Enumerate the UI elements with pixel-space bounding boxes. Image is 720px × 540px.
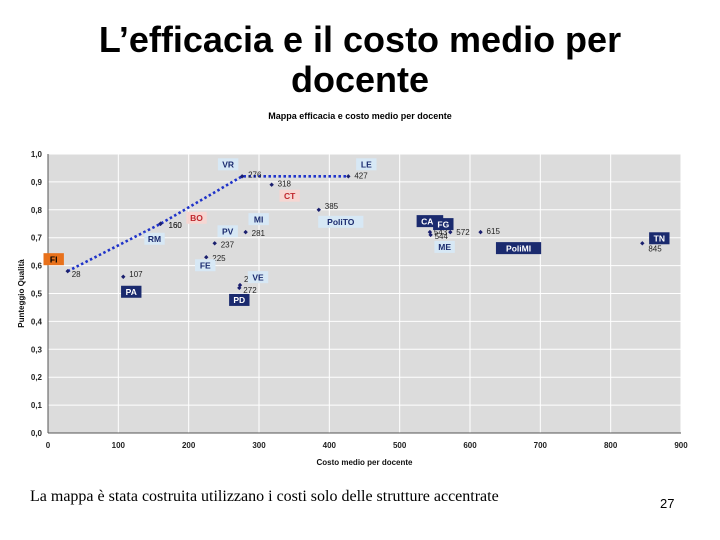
badge-bg-vr (217, 158, 239, 171)
data-point-pv (212, 241, 217, 246)
page-number: 27 (660, 496, 675, 511)
badge-ct: CT (284, 191, 296, 201)
badge-bg-rm (144, 232, 165, 245)
y-tick-label: 0,5 (31, 290, 43, 299)
data-point-fi (65, 268, 70, 274)
y-tick-label: 0,2 (31, 373, 43, 382)
y-tick-label: 0,8 (31, 206, 43, 215)
value-label-cal: 543 (434, 228, 448, 237)
y-tick-label: 0,3 (31, 345, 43, 354)
data-point-vr (239, 174, 245, 179)
badge-cal: CAL (421, 216, 438, 226)
badge-fi: FI (50, 254, 58, 264)
badge-bg-fg (433, 218, 454, 231)
badge-bg-pv (217, 225, 238, 238)
value-label-bo: 160 (169, 221, 183, 230)
value-label-fg: 572 (456, 228, 470, 237)
badge-bg-bo (186, 211, 207, 224)
x-axis-title: Costo medio per docente (316, 458, 413, 467)
value-label-rm: 160 (169, 221, 183, 230)
value-label-mi: 281 (252, 229, 266, 238)
x-tick-label: 500 (393, 441, 407, 450)
value-label-tn: 845 (648, 244, 662, 253)
data-point-polimi (478, 229, 483, 235)
value-label-le: 427 (354, 171, 368, 180)
x-tick-label: 700 (534, 441, 548, 450)
trend-line (67, 175, 349, 273)
value-label-pv: 237 (221, 240, 235, 249)
data-point-fg (448, 229, 453, 235)
data-point-fe (204, 255, 209, 260)
value-label-me: 544 (435, 232, 449, 241)
badge-pa: PA (126, 287, 137, 297)
badge-bg-polito (318, 215, 364, 228)
badge-rm: RM (148, 234, 161, 244)
badge-vr: VR (222, 160, 234, 170)
badge-polito: PoliTO (327, 217, 355, 227)
badge-polimi: PoliMI (506, 243, 531, 253)
value-label-ct: 318 (278, 180, 292, 189)
footer-note: La mappa è stata costruita utilizzano i … (30, 488, 499, 505)
badge-mi: MI (254, 214, 263, 224)
x-tick-label: 900 (674, 441, 688, 450)
y-tick-label: 1,0 (31, 150, 43, 159)
value-label-fe: 225 (212, 254, 226, 263)
badge-me: ME (438, 242, 451, 252)
value-label-pa: 107 (129, 270, 143, 279)
y-tick-label: 0,1 (31, 401, 43, 410)
chart-title: Mappa efficacia e costo medio per docent… (268, 111, 452, 121)
badge-bo: BO (190, 213, 203, 223)
badge-fg: FG (437, 219, 449, 229)
badge-bg-ct (279, 189, 300, 202)
badge-pd: PD (233, 295, 245, 305)
badge-bg-mi (248, 213, 269, 226)
data-point-mi (243, 229, 248, 235)
data-point-le (346, 174, 351, 179)
y-tick-label: 0,7 (31, 234, 43, 243)
badge-tn: TN (654, 233, 665, 243)
x-tick-label: 0 (46, 441, 51, 450)
y-tick-label: 0,9 (31, 178, 43, 187)
x-tick-label: 400 (323, 441, 337, 450)
x-tick-label: 300 (252, 441, 266, 450)
badge-bg-ve (247, 271, 269, 284)
badge-bg-me (434, 240, 455, 253)
value-label-polito: 385 (325, 202, 339, 211)
x-tick-label: 600 (463, 441, 477, 450)
y-axis-title: Punteggio Qualità (17, 259, 26, 328)
data-point-bo (158, 221, 163, 226)
data-point-tn (640, 241, 645, 246)
x-tick-label: 800 (604, 441, 618, 450)
badge-bg-pd (229, 293, 250, 306)
x-tick-label: 100 (112, 441, 126, 450)
y-tick-label: 0,0 (31, 429, 43, 438)
value-label-pd: 272 (243, 286, 257, 295)
data-point-polito (316, 207, 321, 212)
value-label-vr: 276 (248, 170, 262, 179)
badge-bg-fe (195, 259, 216, 272)
badge-bg-pa (121, 285, 142, 298)
value-label-fi: 28 (72, 270, 81, 279)
badge-pv: PV (222, 226, 234, 236)
data-point-ct (269, 182, 274, 187)
badge-bg-polimi (495, 242, 542, 255)
data-point-pa (121, 274, 126, 279)
badge-bg-fi (43, 253, 64, 266)
y-tick-label: 0,4 (31, 317, 43, 326)
value-label-polimi: 615 (487, 227, 501, 236)
data-point-me (428, 232, 433, 238)
y-tick-label: 0,6 (31, 262, 43, 271)
badge-bg-le (356, 158, 377, 171)
x-tick-label: 200 (182, 441, 196, 450)
badge-bg-tn (649, 232, 670, 245)
badge-le: LE (361, 160, 372, 170)
data-point-pd (237, 285, 242, 291)
badge-ve: VE (252, 272, 264, 282)
slide-title: L’efficacia e il costo medio per docente (98, 19, 622, 100)
badge-fe: FE (200, 260, 211, 270)
